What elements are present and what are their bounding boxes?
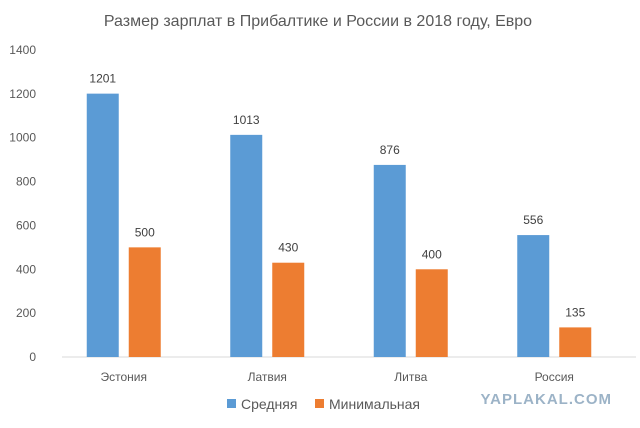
- legend-swatch: [315, 399, 324, 408]
- x-tick-label: Эстония: [101, 370, 148, 384]
- chart-title: Размер зарплат в Прибалтике и России в 2…: [104, 13, 532, 30]
- x-tick-label: Литва: [394, 370, 427, 384]
- data-label: 556: [523, 213, 543, 227]
- bar-average: [86, 93, 119, 358]
- x-tick-label: Россия: [535, 370, 574, 384]
- legend-swatch: [227, 399, 236, 408]
- y-tick-label: 800: [16, 175, 36, 189]
- bar-average: [517, 235, 550, 357]
- bar-average: [230, 134, 263, 357]
- x-tick-label: Латвия: [248, 370, 287, 384]
- data-label: 876: [380, 143, 400, 157]
- y-tick-label: 0: [29, 350, 36, 364]
- y-tick-label: 200: [16, 306, 36, 320]
- data-label: 1013: [233, 113, 260, 127]
- bar-minimum: [272, 262, 305, 357]
- data-label: 135: [565, 305, 585, 319]
- bar-average: [373, 164, 406, 357]
- bar-minimum: [415, 269, 448, 357]
- data-label: 500: [135, 225, 155, 239]
- y-tick-label: 600: [16, 218, 36, 232]
- legend-label: Минимальная: [329, 396, 420, 412]
- x-axis: Эстония Латвия Литва Россия: [101, 370, 574, 384]
- data-label: 1201: [89, 72, 116, 86]
- watermark-text: YAPLAKAL.COM: [481, 391, 612, 408]
- y-tick-label: 1200: [9, 87, 36, 101]
- y-tick-label: 1000: [9, 131, 36, 145]
- data-label: 430: [278, 241, 298, 255]
- y-tick-label: 400: [16, 262, 36, 276]
- y-tick-label: 1400: [9, 43, 36, 57]
- y-axis: 0 200 400 600 800 1000 1200 1400: [9, 43, 36, 364]
- bar-minimum: [559, 327, 592, 357]
- legend: Средняя Минимальная: [227, 396, 420, 412]
- legend-label: Средняя: [241, 396, 297, 412]
- bar-minimum: [128, 247, 161, 357]
- bars-group: 1201 500 1013 430 876 400 556 135: [86, 72, 592, 358]
- data-label: 400: [422, 247, 442, 261]
